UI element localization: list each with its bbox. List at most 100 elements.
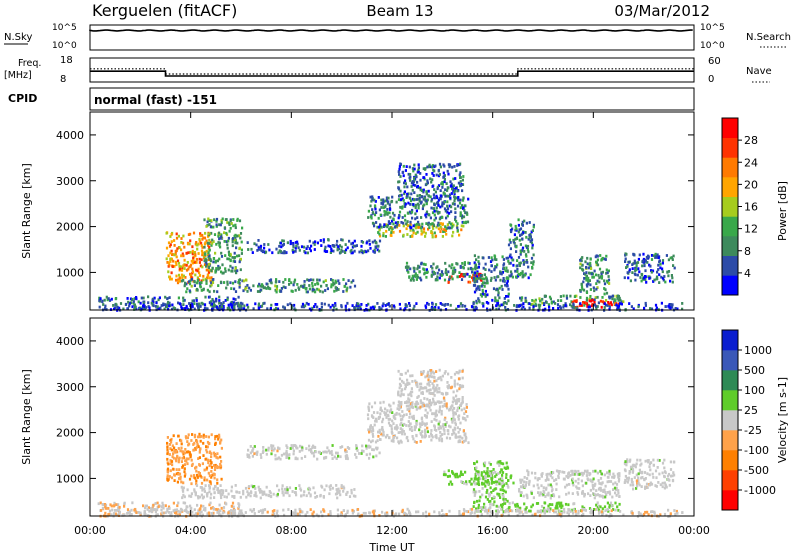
scatter-cell — [654, 252, 657, 256]
scatter-cell — [379, 408, 382, 412]
scatter-cell — [416, 275, 419, 279]
scatter-cell — [484, 472, 488, 475]
scatter-cell — [292, 452, 295, 456]
scatter-cell — [453, 202, 456, 206]
scatter-cell — [452, 411, 455, 414]
scatter-cell — [276, 484, 279, 488]
scatter-cell — [526, 477, 529, 480]
scatter-cell — [484, 262, 487, 266]
scatter-cell — [449, 480, 452, 484]
scatter-cell — [429, 222, 432, 226]
scatter-cell — [445, 402, 448, 406]
scatter-cell — [221, 307, 224, 311]
scatter-cell — [477, 470, 480, 474]
scatter-cell — [635, 487, 638, 490]
scatter-cell — [613, 486, 617, 490]
scatter-cell — [206, 445, 209, 449]
scatter-cell — [439, 165, 442, 169]
scatter-cell — [166, 474, 169, 478]
scatter-cell — [651, 269, 655, 273]
scatter-cell — [524, 485, 527, 489]
scatter-cell — [384, 304, 387, 307]
scatter-cell — [638, 270, 641, 274]
freq-left-label-2: [MHz] — [4, 70, 32, 81]
scatter-cell — [367, 438, 371, 442]
power-y-axis-label: Slant Range [km] — [20, 163, 33, 259]
scatter-cell — [199, 474, 202, 478]
scatter-cell — [484, 475, 487, 478]
scatter-cell — [441, 201, 444, 205]
scatter-cell — [209, 284, 212, 288]
scatter-cell — [275, 512, 278, 515]
scatter-cell — [239, 495, 242, 499]
scatter-cell — [505, 282, 509, 286]
scatter-cell — [229, 259, 232, 263]
scatter-cell — [497, 472, 500, 475]
scatter-cell — [166, 446, 169, 449]
scatter-cell — [198, 304, 201, 308]
scatter-cell — [631, 271, 634, 274]
scatter-cell — [389, 404, 392, 408]
scatter-cell — [303, 490, 306, 494]
scatter-cell — [569, 510, 572, 513]
scatter-cell — [351, 241, 354, 245]
scatter-cell — [371, 198, 374, 202]
scatter-cell — [170, 277, 173, 281]
scatter-cell — [512, 263, 515, 267]
scatter-cell — [213, 289, 216, 293]
scatter-cell — [671, 276, 674, 280]
scatter-cell — [440, 378, 443, 382]
scatter-cell — [191, 252, 194, 256]
scatter-cell — [459, 184, 462, 187]
scatter-cell — [526, 244, 530, 248]
scatter-cell — [183, 451, 187, 455]
scatter-cell — [173, 244, 176, 247]
scatter-cell — [436, 275, 439, 279]
scatter-cell — [420, 401, 423, 405]
scatter-cell — [206, 288, 209, 292]
scatter-cell — [177, 501, 180, 505]
scatter-cell — [505, 482, 508, 485]
scatter-cell — [604, 484, 607, 488]
scatter-cell — [346, 286, 349, 290]
scatter-cell — [181, 456, 184, 460]
scatter-cell — [246, 455, 249, 458]
scatter-cell — [650, 258, 654, 261]
scatter-cell — [429, 401, 432, 405]
scatter-cell — [195, 241, 198, 244]
scatter-cell — [217, 307, 220, 311]
scatter-cell — [451, 263, 454, 267]
scatter-cell — [430, 420, 433, 423]
scatter-cell — [579, 258, 582, 262]
scatter-cell — [225, 218, 228, 221]
scatter-cell — [407, 172, 410, 176]
scatter-cell — [458, 369, 461, 373]
scatter-cell — [450, 182, 453, 186]
scatter-cell — [160, 505, 163, 508]
scatter-cell — [365, 250, 368, 254]
scatter-cell — [142, 504, 145, 508]
scatter-cell — [428, 400, 431, 403]
scatter-cell — [560, 511, 563, 515]
scatter-cell — [438, 173, 441, 176]
scatter-cell — [560, 506, 563, 510]
scatter-cell — [484, 281, 487, 285]
scatter-cell — [516, 270, 519, 273]
scatter-cell — [516, 264, 519, 268]
scatter-cell — [474, 263, 477, 267]
scatter-cell — [658, 273, 661, 277]
scatter-cell — [315, 495, 319, 498]
scatter-cell — [593, 508, 596, 511]
scatter-cell — [399, 423, 402, 427]
scatter-cell — [475, 460, 479, 464]
scatter-cell — [510, 230, 513, 234]
colorbar-tick-label: 24 — [744, 156, 758, 169]
scatter-cell — [552, 300, 555, 304]
scatter-cell — [220, 492, 224, 496]
scatter-cell — [104, 507, 108, 510]
scatter-cell — [448, 482, 451, 486]
scatter-cell — [439, 425, 442, 428]
scatter-cell — [434, 190, 437, 194]
scatter-cell — [502, 263, 505, 267]
scatter-cell — [377, 196, 380, 199]
